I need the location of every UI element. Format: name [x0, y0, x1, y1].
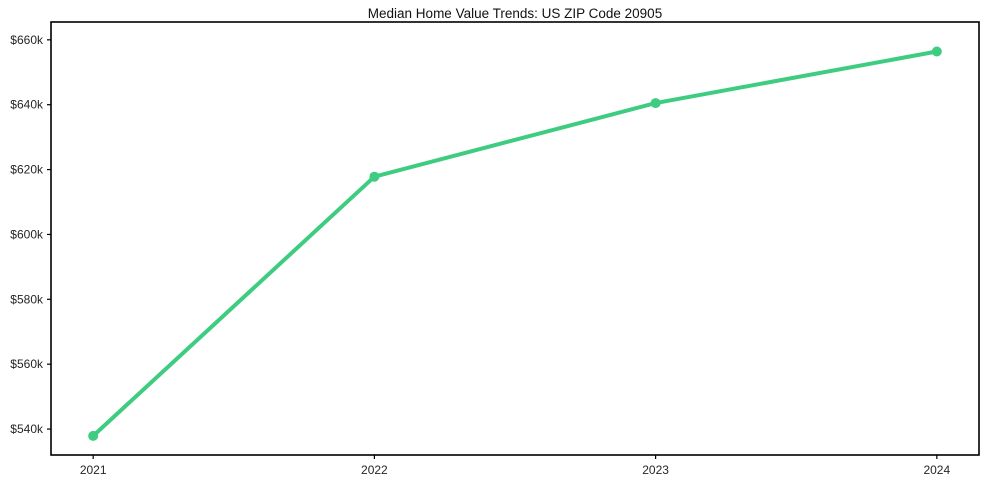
plot-border: [50, 21, 980, 456]
x-tick-label: 2023: [642, 463, 669, 477]
data-line: [91, 49, 939, 438]
y-tick-label: $600k: [10, 227, 44, 241]
x-tick-label: 2021: [80, 463, 107, 477]
chart-title: Median Home Value Trends: US ZIP Code 20…: [368, 6, 662, 21]
data-point-marker: [650, 98, 661, 109]
y-tick-label: $580k: [10, 292, 44, 306]
x-tick-label: 2024: [923, 463, 950, 477]
data-point-marker: [931, 46, 942, 57]
x-tick-label: 2022: [361, 463, 388, 477]
y-tick-label: $660k: [10, 33, 44, 47]
y-tick-label: $560k: [10, 357, 44, 371]
y-tick-label: $640k: [10, 98, 44, 112]
y-tick-label: $620k: [10, 163, 44, 177]
y-tick-label: $540k: [10, 422, 44, 436]
data-point-marker: [88, 430, 99, 441]
plot-area: $540k $560k $580k $600k $620k $640k $660k 2021 2…: [10, 21, 980, 477]
data-point-marker: [369, 171, 380, 182]
